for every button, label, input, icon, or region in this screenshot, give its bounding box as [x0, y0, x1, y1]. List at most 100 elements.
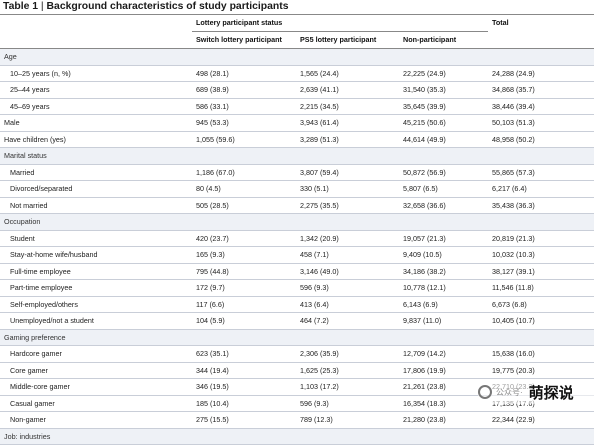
row-value: 420 (23.7)	[192, 230, 296, 247]
section-empty	[296, 147, 399, 165]
row-value: 498 (28.1)	[192, 65, 296, 82]
row-value: 16,354 (18.3)	[399, 395, 489, 412]
header-switch: Switch lottery participant	[196, 35, 282, 44]
row-value: 19,775 (20.3)	[488, 362, 594, 379]
section-empty	[399, 213, 489, 231]
row-value: 3,807 (59.4)	[296, 164, 399, 181]
row-label: Stay-at-home wife/husband	[0, 246, 192, 264]
row-value: 21,261 (23.8)	[399, 378, 489, 396]
section-empty	[488, 213, 594, 231]
row-value: 20,819 (21.3)	[488, 230, 594, 247]
header-total-blank	[488, 32, 594, 49]
header-row-group: Lottery participant status Total	[0, 14, 594, 32]
table-row: 10–25 years (n, %) 498 (28.1) 1,565 (24.4)…	[0, 65, 594, 82]
row-value: 48,958 (50.2)	[488, 131, 594, 148]
row-value: 464 (7.2)	[296, 312, 399, 330]
row-label: 45–69 years	[0, 98, 192, 115]
row-label: Full-time employee	[0, 263, 192, 280]
section-empty	[488, 329, 594, 346]
section-header-row: Gaming preference	[0, 329, 594, 346]
table-row: Have children (yes) 1,055 (59.6) 3,289 (51…	[0, 131, 594, 148]
section-label: Occupation	[0, 213, 192, 231]
section-header-row: Occupation	[0, 213, 594, 231]
row-label: Student	[0, 230, 192, 247]
row-label: Non-gamer	[0, 411, 192, 429]
row-value: 505 (28.5)	[192, 197, 296, 214]
table-title: Table 1 | Background characteristics of …	[0, 0, 594, 14]
section-empty	[192, 428, 296, 445]
table-row: Not married 505 (28.5) 2,275 (35.5) 32,658 …	[0, 197, 594, 214]
row-value: 22,344 (22.9)	[488, 411, 594, 429]
row-value: 15,638 (16.0)	[488, 345, 594, 363]
section-empty	[296, 428, 399, 445]
row-value: 22,225 (24.9)	[399, 65, 489, 82]
section-empty	[296, 213, 399, 231]
table-row: Hardcore gamer 623 (35.1) 2,306 (35.9) 12,7…	[0, 345, 594, 363]
row-label: Self-employed/others	[0, 296, 192, 313]
row-value: 35,645 (39.9)	[399, 98, 489, 115]
row-label: Not married	[0, 197, 192, 214]
section-empty	[399, 48, 489, 66]
section-empty	[488, 48, 594, 66]
table-row: Self-employed/others 117 (6.6) 413 (6.4) 6,…	[0, 296, 594, 313]
table-row: 45–69 years 586 (33.1) 2,215 (34.5) 35,645 …	[0, 98, 594, 115]
section-empty	[192, 213, 296, 231]
row-label: Casual gamer	[0, 395, 192, 412]
row-value: 38,446 (39.4)	[488, 98, 594, 115]
section-header-row: Job: industries	[0, 428, 594, 445]
section-header-row: Marital status	[0, 147, 594, 165]
header-total: Total	[492, 18, 509, 28]
header-lottery-status: Lottery participant status	[192, 14, 489, 32]
row-value: 9,409 (10.5)	[399, 246, 489, 264]
section-empty	[192, 329, 296, 346]
row-value: 458 (7.1)	[296, 246, 399, 264]
row-value: 80 (4.5)	[192, 180, 296, 198]
row-value: 12,709 (14.2)	[399, 345, 489, 363]
row-value: 623 (35.1)	[192, 345, 296, 363]
table-caption: Background characteristics of study part…	[46, 1, 289, 12]
row-value: 185 (10.4)	[192, 395, 296, 412]
table-number: Table 1	[3, 1, 39, 12]
row-value: 1,625 (25.3)	[296, 362, 399, 379]
row-value: 330 (5.1)	[296, 180, 399, 198]
section-empty	[192, 48, 296, 66]
row-value: 165 (9.3)	[192, 246, 296, 264]
title-separator: |	[38, 1, 47, 12]
row-label: Married	[0, 164, 192, 181]
table-row: Non-gamer 275 (15.5) 789 (12.3) 21,280 (23.…	[0, 411, 594, 429]
section-empty	[488, 147, 594, 165]
section-label: Age	[0, 48, 192, 66]
table-row: Married 1,186 (67.0) 3,807 (59.4) 50,872 (5…	[0, 164, 594, 181]
row-value: 34,868 (35.7)	[488, 81, 594, 99]
row-label: Have children (yes)	[0, 131, 192, 148]
row-value: 795 (44.8)	[192, 263, 296, 280]
row-value: 32,658 (36.6)	[399, 197, 489, 214]
section-empty	[488, 428, 594, 445]
row-label: Part-time employee	[0, 279, 192, 297]
row-value: 1,103 (17.2)	[296, 378, 399, 396]
section-empty	[399, 428, 489, 445]
table-row: Divorced/separated 80 (4.5) 330 (5.1) 5,807…	[0, 180, 594, 198]
row-value: 17,806 (19.9)	[399, 362, 489, 379]
section-label: Marital status	[0, 147, 192, 165]
row-value: 3,943 (61.4)	[296, 114, 399, 132]
section-empty	[399, 147, 489, 165]
watermark-text: 公众号·	[496, 387, 523, 397]
row-value: 413 (6.4)	[296, 296, 399, 313]
table-row: Student 420 (23.7) 1,342 (20.9) 19,057 (21.…	[0, 230, 594, 247]
row-value: 6,143 (6.9)	[399, 296, 489, 313]
watermark: 公众号· 萌探说	[478, 380, 594, 404]
row-value: 346 (19.5)	[192, 378, 296, 396]
wechat-logo-icon	[478, 385, 492, 399]
table-row: Full-time employee 795 (44.8) 3,146 (49.0)…	[0, 263, 594, 280]
row-value: 596 (9.3)	[296, 279, 399, 297]
header-non-participant: Non-participant	[403, 35, 457, 44]
row-value: 2,306 (35.9)	[296, 345, 399, 363]
row-value: 10,032 (10.3)	[488, 246, 594, 264]
row-label: Core gamer	[0, 362, 192, 379]
row-value: 1,565 (24.4)	[296, 65, 399, 82]
row-value: 1,186 (67.0)	[192, 164, 296, 181]
section-label: Gaming preference	[0, 329, 192, 346]
row-value: 44,614 (49.9)	[399, 131, 489, 148]
row-value: 31,540 (35.3)	[399, 81, 489, 99]
